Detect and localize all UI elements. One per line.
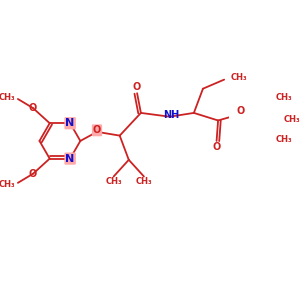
Text: O: O <box>212 142 221 152</box>
Text: O: O <box>93 125 101 135</box>
Text: CH₃: CH₃ <box>276 135 292 144</box>
Text: CH₃: CH₃ <box>283 115 300 124</box>
Text: CH₃: CH₃ <box>0 93 16 102</box>
Text: CH₃: CH₃ <box>230 73 247 82</box>
Text: O: O <box>133 82 141 92</box>
Text: CH₃: CH₃ <box>136 177 152 186</box>
Text: N: N <box>65 118 75 128</box>
Text: NH: NH <box>163 110 179 120</box>
Text: N: N <box>65 154 75 164</box>
Text: O: O <box>29 103 37 113</box>
Text: O: O <box>237 106 245 116</box>
Text: O: O <box>29 169 37 179</box>
Text: CH₃: CH₃ <box>0 180 16 189</box>
Text: CH₃: CH₃ <box>105 177 122 186</box>
Text: CH₃: CH₃ <box>276 92 292 101</box>
